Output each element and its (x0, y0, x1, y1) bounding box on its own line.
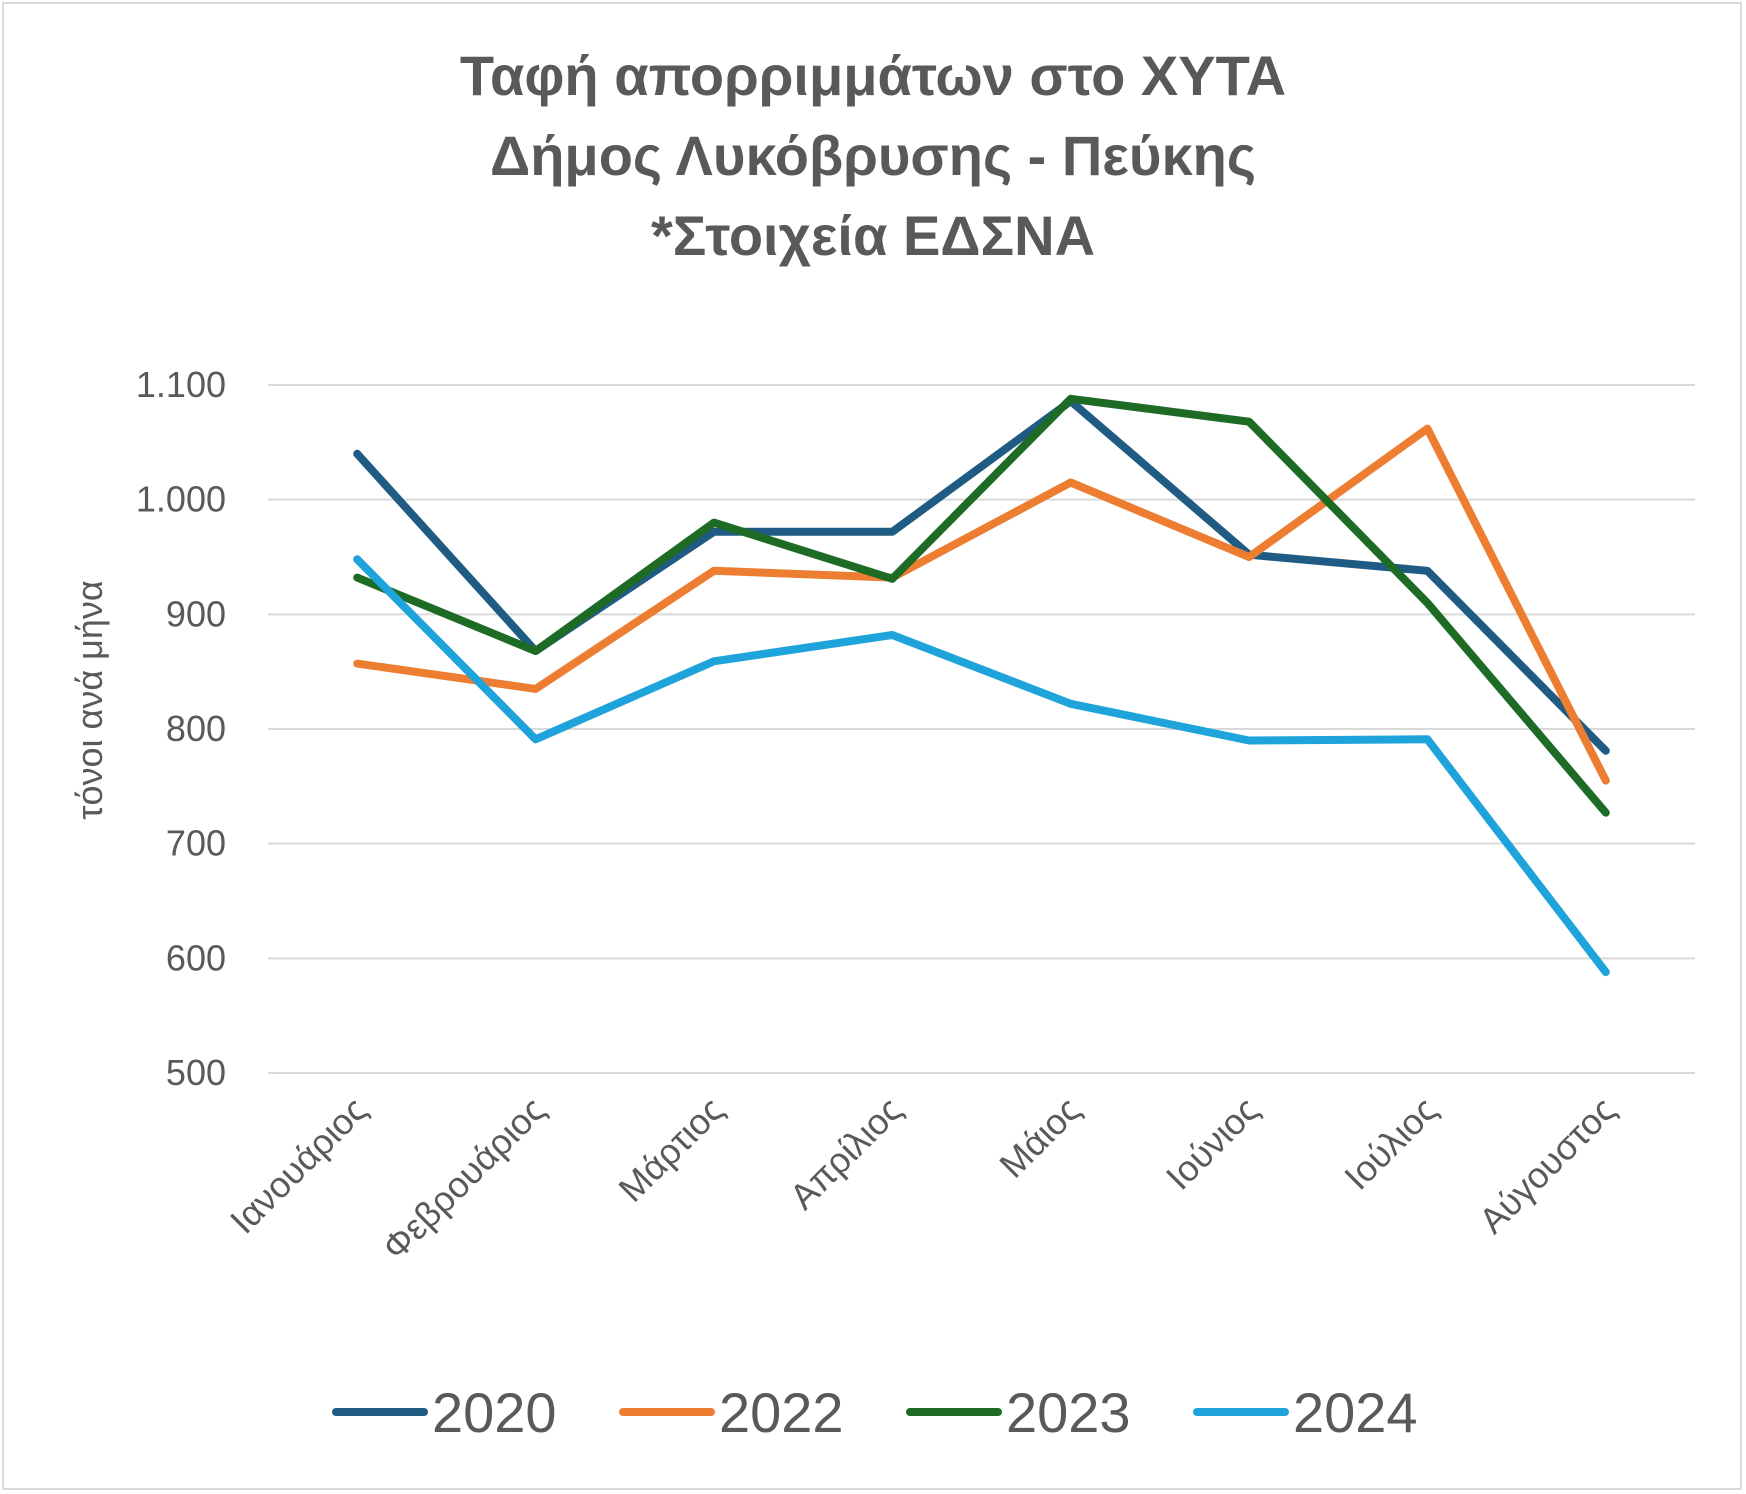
x-tick-label: Ιούνιος (1158, 1089, 1267, 1198)
y-tick-label: 700 (166, 823, 226, 864)
y-tick-label: 1.100 (136, 364, 226, 405)
y-tick-label: 1.000 (136, 479, 226, 520)
y-tick-label: 900 (166, 593, 226, 634)
y-axis-ticks: 500 600 700 800 900 1.000 1.100 (136, 364, 226, 1093)
series-line-2024 (353, 555, 1610, 977)
legend: 2020 2022 2023 2024 (332, 1381, 1418, 1444)
y-tick-label: 800 (166, 708, 226, 749)
y-tick-label: 600 (166, 937, 226, 978)
chart-title-line-3: *Στοιχεία ΕΔΣΝΑ (651, 204, 1095, 267)
x-tick-label: Ιανουάριος (222, 1089, 375, 1242)
legend-label-2020: 2020 (432, 1381, 557, 1444)
series-line-2023 (353, 394, 1610, 817)
x-tick-label: Αύγουστος (1471, 1089, 1624, 1242)
chart-title-line-1: Ταφή απορριμμάτων στο ΧΥΤΑ (460, 44, 1286, 107)
legend-label-2024: 2024 (1293, 1381, 1418, 1444)
series-line-2022 (353, 424, 1610, 785)
chart-title: Ταφή απορριμμάτων στο ΧΥΤΑ Δήμος Λυκόβρυ… (460, 44, 1286, 267)
x-tick-label: Φεβρουάριος (374, 1089, 553, 1268)
x-tick-label: Ιούλιος (1336, 1089, 1445, 1198)
x-tick-label: Μάρτιος (610, 1089, 731, 1210)
chart-title-line-2: Δήμος Λυκόβρυσης - Πεύκης (490, 124, 1256, 187)
x-tick-label: Απρίλιος (781, 1089, 909, 1217)
y-axis-label: τόνοι ανά μήνα (69, 580, 110, 819)
x-tick-label: Μάιος (991, 1089, 1088, 1186)
legend-label-2022: 2022 (719, 1381, 844, 1444)
x-axis-ticks: Ιανουάριος Φεβρουάριος Μάρτιος Απρίλιος Μάιο… (222, 1089, 1623, 1268)
y-tick-label: 500 (166, 1052, 226, 1093)
series-lines (353, 394, 1610, 977)
series-line-2020 (353, 397, 1610, 755)
legend-label-2023: 2023 (1006, 1381, 1131, 1444)
